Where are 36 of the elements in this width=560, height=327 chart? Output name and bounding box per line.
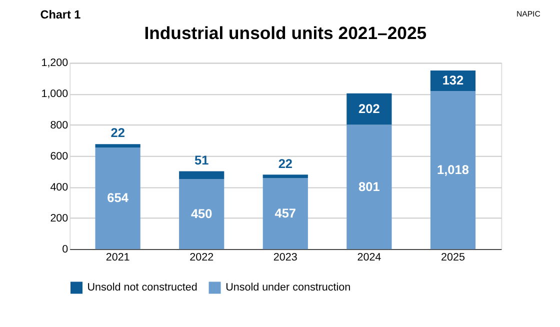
bar (430, 90, 476, 250)
data-label: 132 (442, 72, 464, 88)
y-tick-label: 800 (50, 119, 68, 132)
x-tick-label: 2025 (441, 251, 465, 264)
data-label: 51 (194, 152, 209, 168)
x-tick-label: 2021 (106, 251, 130, 264)
chart-title: Industrial unsold units 2021–2025 (144, 23, 427, 44)
bar (95, 148, 140, 250)
data-label: 22 (278, 156, 292, 171)
bar (346, 93, 392, 125)
bar (95, 144, 140, 148)
y-tick-label: 200 (50, 212, 68, 224)
data-label: 1,018 (437, 162, 469, 177)
legend-label: Unsold under construction (226, 282, 351, 294)
data-label: 202 (358, 100, 380, 116)
bar (346, 124, 392, 250)
x-tick-label: 2024 (357, 251, 382, 264)
x-tick-label: 2022 (190, 251, 214, 264)
text: NAPIC (516, 10, 541, 19)
data-label: 801 (358, 178, 380, 194)
y-tick-label: 0 (62, 243, 68, 256)
bar (179, 171, 224, 180)
bar (179, 179, 224, 250)
data-label: 450 (190, 206, 212, 222)
y-tick-label: 1,200 (41, 57, 68, 70)
caption: Chart 1 (40, 8, 82, 22)
y-tick-label: 600 (50, 150, 68, 162)
x-tick-label: 2023 (273, 251, 298, 264)
y-tick-label: 400 (50, 181, 68, 194)
bar (262, 174, 308, 178)
legend-label: Unsold not constructed (87, 282, 198, 294)
data-label: 22 (110, 125, 125, 140)
y-tick-label: 1,000 (41, 88, 68, 100)
data-label: 457 (274, 206, 296, 221)
data-label: 654 (107, 190, 130, 206)
bar (262, 178, 308, 250)
